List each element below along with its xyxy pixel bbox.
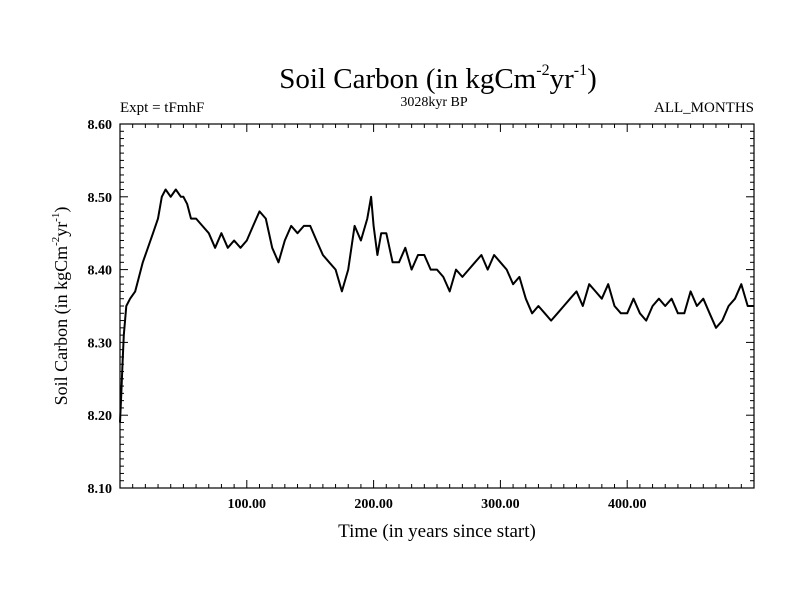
subtitle-experiment: Expt = tFmhF <box>120 100 204 116</box>
y-tick-label: 8.10 <box>88 482 113 497</box>
y-axis-label: Soil Carbon (in kgCm-2yr-1) <box>50 207 72 406</box>
soil-carbon-series-line <box>119 188 754 423</box>
chart-title-mid: yr <box>550 63 575 95</box>
y-tick-label: 8.20 <box>88 409 113 424</box>
y-axis-ticks: 8.10 8.20 8.30 8.40 8.50 8.60 <box>88 118 754 497</box>
x-axis-label: Time (in years since start) <box>338 521 536 542</box>
x-tick-label: 400.00 <box>608 497 647 512</box>
y-axis-label-exp2: -1 <box>50 213 62 222</box>
x-tick-label: 100.00 <box>228 497 267 512</box>
subtitle-period: 3028kyr BP <box>400 95 468 110</box>
chart-title-main: Soil Carbon (in kgCm <box>279 63 536 95</box>
x-tick-label: 200.00 <box>354 497 393 512</box>
y-axis-label-mid: yr <box>51 222 71 237</box>
chart-title: Soil Carbon (in kgCm-2yr-1) <box>279 62 596 95</box>
chart-title-exp1: -2 <box>536 62 549 79</box>
y-axis-label-main: Soil Carbon (in kgCm <box>51 246 72 406</box>
series-layer <box>119 188 754 423</box>
chart-title-exp2: -1 <box>574 62 587 79</box>
y-tick-label: 8.60 <box>88 118 113 133</box>
y-tick-label: 8.40 <box>88 264 113 279</box>
x-axis-ticks: 100.00 200.00 300.00 400.00 <box>132 124 742 512</box>
y-axis-label-exp1: -2 <box>50 237 62 246</box>
chart-title-end: ) <box>587 63 597 95</box>
y-axis-label-end: ) <box>51 207 72 213</box>
y-tick-label: 8.30 <box>88 336 113 351</box>
y-tick-label: 8.50 <box>88 191 113 206</box>
subtitle-months: ALL_MONTHS <box>654 100 754 116</box>
plot-frame <box>119 123 755 489</box>
x-tick-label: 300.00 <box>481 497 520 512</box>
